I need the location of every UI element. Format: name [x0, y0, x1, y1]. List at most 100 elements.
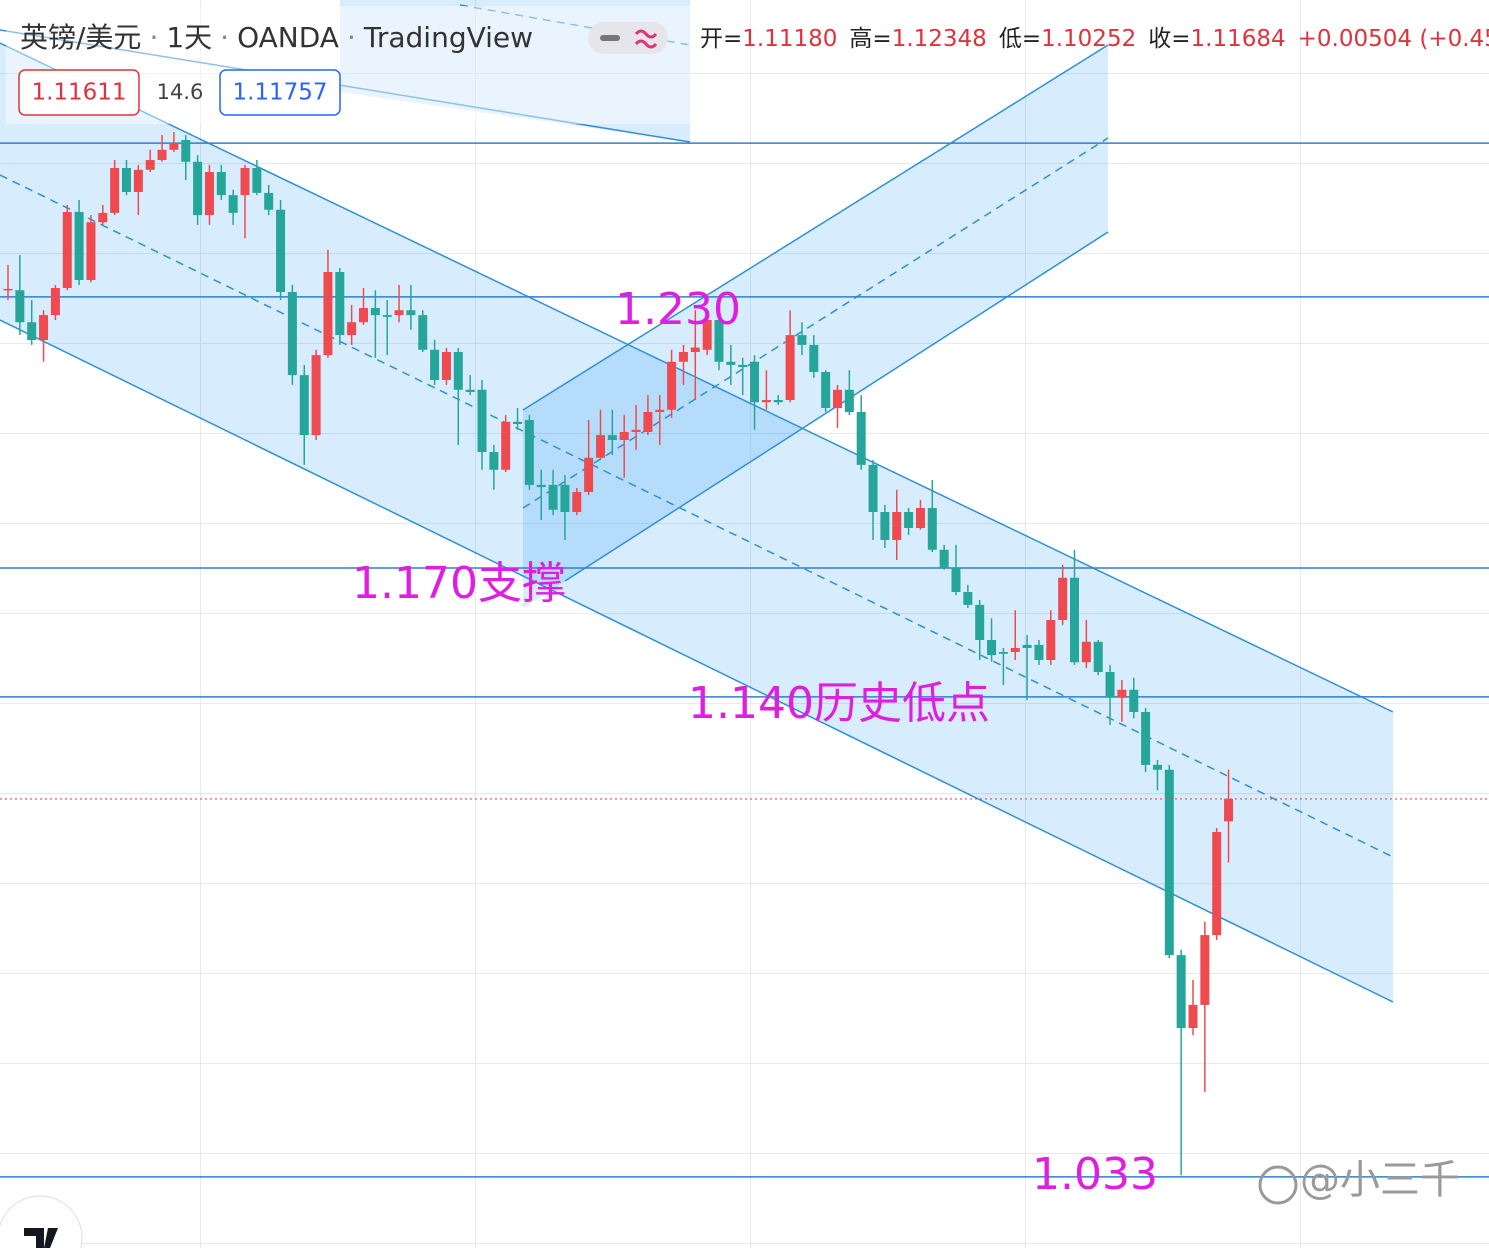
candle-body	[1224, 798, 1234, 822]
buy-box[interactable]	[219, 69, 341, 116]
legend-value: 1.10252	[1041, 26, 1136, 52]
candle-body	[584, 457, 594, 492]
approx-icon	[634, 29, 658, 49]
candle-body	[122, 168, 131, 192]
candle-body	[1129, 689, 1139, 712]
candle-body	[15, 290, 25, 323]
candle-body	[1141, 712, 1151, 765]
candle-body	[1046, 620, 1056, 660]
legend-value: 1.11684	[1191, 26, 1286, 52]
candle-body	[892, 512, 902, 540]
candle-body	[631, 429, 641, 432]
annotation: 1.230	[615, 284, 741, 335]
header: 英镑/美元 · 1天 · OANDA · TradingView 开=1.11180 高=1.…	[6, 6, 1489, 124]
symbol: 英镑/美元	[20, 21, 141, 54]
candle-body	[1117, 689, 1127, 698]
candle-body	[430, 349, 440, 380]
spread: 14.6	[157, 80, 204, 104]
candle-body	[62, 212, 72, 288]
levels	[0, 142, 1489, 1178]
candle-body	[1022, 644, 1032, 648]
candle-body	[1093, 641, 1103, 672]
legend-value: 1.11180	[742, 26, 837, 52]
candle-body	[548, 484, 558, 510]
candle-body	[394, 310, 404, 316]
candle-body	[1010, 648, 1020, 652]
candle-body	[619, 432, 629, 440]
candle-body	[998, 652, 1008, 654]
annotation: 1.033	[1032, 1149, 1158, 1200]
candles	[0, 132, 1489, 1176]
candle-body	[216, 172, 226, 196]
legend-label: 开=	[700, 26, 742, 52]
candle-body	[359, 308, 368, 323]
candle-body	[702, 320, 712, 350]
legend-value: 1.12348	[892, 26, 987, 52]
candle-body	[1070, 577, 1079, 663]
candle-body	[927, 508, 937, 550]
candle-body	[726, 361, 736, 365]
candle-body	[809, 344, 819, 372]
annotation: 1.170支撑	[352, 558, 566, 609]
candle-body	[252, 168, 262, 193]
candle-body	[785, 335, 795, 400]
interval: 1天	[166, 21, 212, 54]
annotations: 1.230 1.170支撑 1.140历史低点 1.033	[352, 284, 1158, 1200]
candle-body	[74, 212, 84, 280]
candle-body	[844, 389, 854, 412]
legend-change: +0.00504 (+0.45%)	[1298, 26, 1489, 52]
channel-line	[522, 44, 1109, 411]
candle-body	[86, 222, 96, 280]
legend-label: 高=	[849, 26, 891, 52]
buy-price: 1.11757	[232, 80, 327, 106]
candle-body	[1058, 577, 1068, 620]
candle-body	[963, 592, 973, 605]
watermark-text: @小三千	[1300, 1157, 1460, 1203]
candle-body	[3, 288, 13, 291]
candle-body	[110, 168, 120, 213]
candle-body	[276, 209, 286, 292]
channel-mid	[459, 4, 691, 46]
separator: ·	[220, 21, 229, 54]
channel-line	[0, 29, 691, 143]
candle-body	[975, 604, 985, 640]
candle-body	[228, 195, 238, 213]
candle-body	[204, 172, 214, 216]
candle-body	[27, 322, 37, 340]
legend-label: 收=	[1148, 26, 1190, 52]
sell-box[interactable]	[18, 69, 140, 116]
candle-body	[1152, 764, 1162, 770]
candle-body	[572, 492, 582, 512]
candle-body	[987, 640, 997, 656]
candle-body	[1176, 955, 1186, 1028]
candle-body	[690, 347, 700, 352]
candle-body	[821, 372, 831, 408]
channel-fill	[0, 43, 1393, 1002]
candle-body	[667, 361, 677, 410]
candle-body	[714, 320, 724, 362]
tv-logo[interactable]	[0, 1195, 83, 1248]
broker: OANDA	[237, 21, 339, 54]
candle-body	[1164, 769, 1174, 956]
candle-body	[50, 288, 60, 316]
candle-body	[904, 512, 914, 528]
candle-body	[1034, 644, 1044, 660]
candle-body	[240, 168, 250, 196]
sell-price: 1.11611	[31, 80, 126, 106]
candle-body	[323, 272, 333, 356]
candle-body	[939, 549, 949, 568]
candle-body	[536, 484, 546, 488]
channel-fill	[523, 45, 1108, 608]
candle-body	[513, 421, 523, 424]
candle-body	[833, 389, 842, 408]
candle-body	[1212, 832, 1222, 936]
candle-body	[347, 322, 357, 336]
candle-body	[335, 272, 345, 336]
annotation: 1.140历史低点	[688, 678, 990, 729]
channel-line	[0, 42, 1394, 713]
channel-line	[0, 319, 1394, 1003]
candle-body	[299, 375, 309, 436]
candle-body	[750, 361, 760, 403]
candle-body	[560, 484, 570, 512]
